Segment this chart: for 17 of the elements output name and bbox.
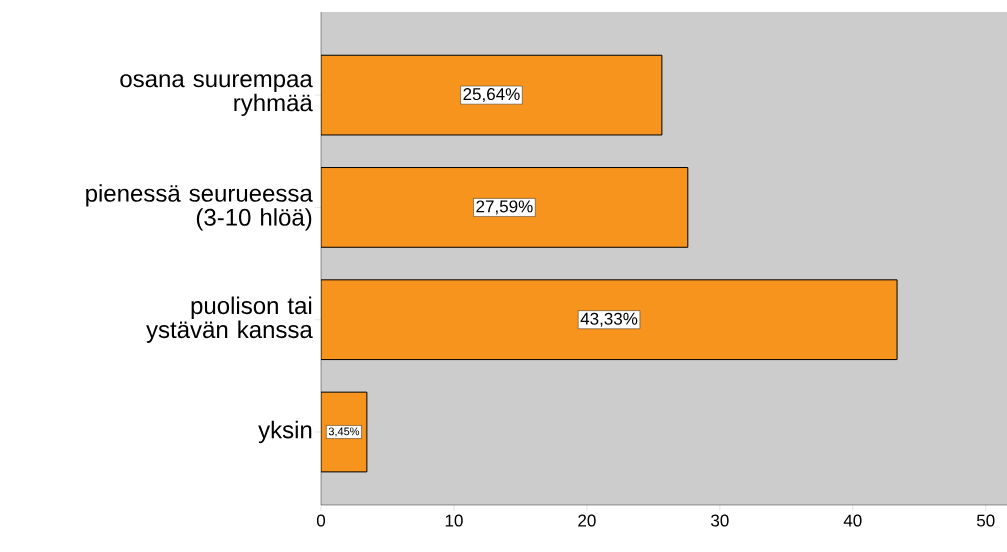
y-tick-label: pienessä seurueessa (3-10 hlöä) bbox=[86, 184, 313, 231]
y-tick-label: puolison tai ystävän kanssa bbox=[146, 296, 313, 343]
bar bbox=[321, 54, 663, 136]
data-label: 25,64% bbox=[463, 88, 520, 103]
data-label: 43,33% bbox=[580, 312, 638, 327]
data-label: 27,59% bbox=[476, 200, 533, 215]
bar bbox=[321, 167, 689, 248]
x-tick-label: 50 bbox=[976, 514, 995, 527]
x-tick-label: 20 bbox=[578, 514, 596, 527]
x-tick-label: 30 bbox=[711, 514, 729, 527]
data-label: 3,45% bbox=[328, 427, 360, 437]
y-tick-label: yksin bbox=[258, 420, 312, 444]
x-tick-label: 40 bbox=[843, 514, 862, 527]
x-tick-label: 10 bbox=[445, 514, 463, 527]
bar bbox=[321, 279, 898, 361]
x-tick-label: 0 bbox=[316, 514, 326, 527]
y-tick-label: osana suurempaa ryhmää bbox=[120, 74, 313, 117]
